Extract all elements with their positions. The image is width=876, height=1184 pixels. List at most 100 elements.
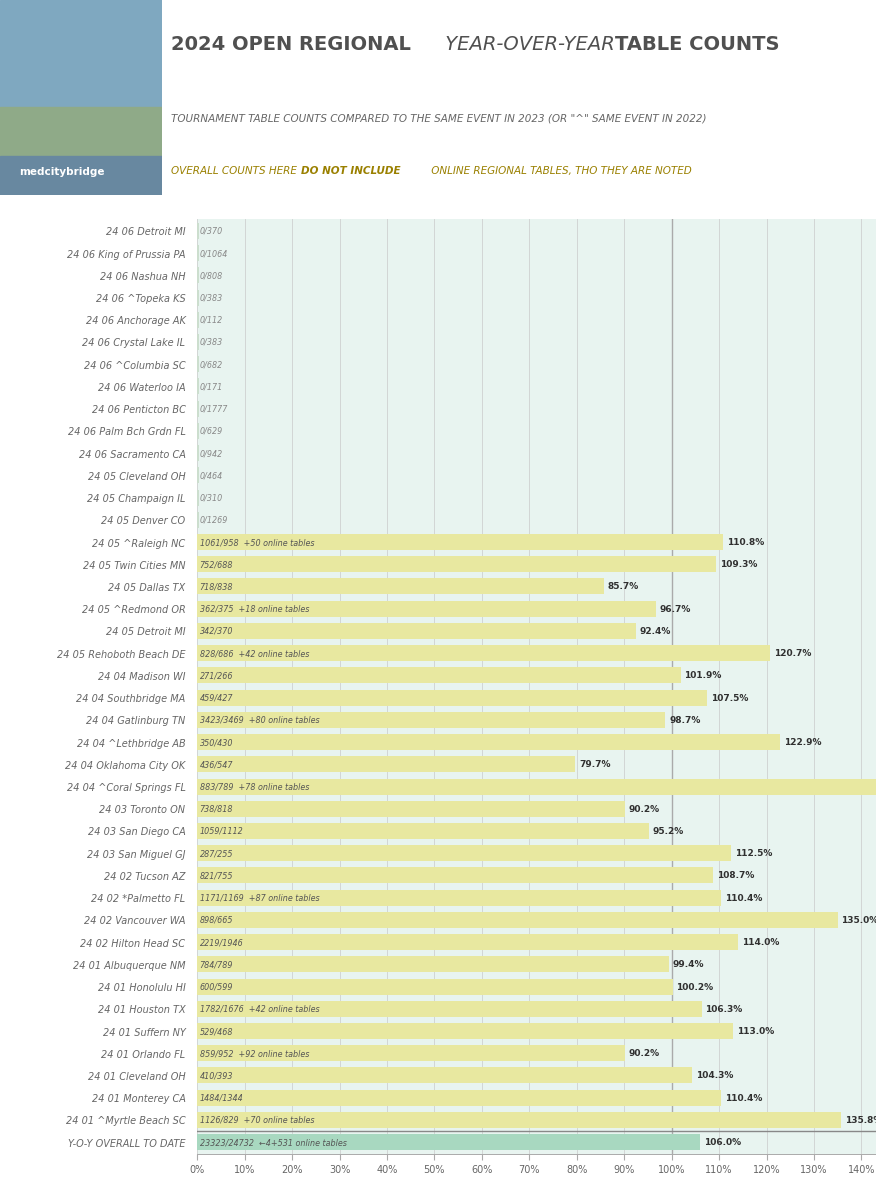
Bar <box>197 979 672 995</box>
Bar <box>197 1023 733 1040</box>
Text: 112.5%: 112.5% <box>734 849 772 858</box>
Text: 1171/1169  +87 online tables: 1171/1169 +87 online tables <box>200 893 319 902</box>
Text: 100.2%: 100.2% <box>676 983 713 991</box>
Text: 752/688: 752/688 <box>200 560 233 570</box>
Bar <box>197 1089 721 1106</box>
Bar <box>197 601 655 617</box>
Bar <box>197 1134 700 1150</box>
Text: 3423/3469  +80 online tables: 3423/3469 +80 online tables <box>200 715 319 725</box>
Text: 108.7%: 108.7% <box>717 871 753 880</box>
Bar <box>197 868 712 883</box>
Text: 98.7%: 98.7% <box>669 715 700 725</box>
Text: 718/838: 718/838 <box>200 583 233 591</box>
Text: 110.8%: 110.8% <box>726 538 764 547</box>
Bar <box>197 356 199 373</box>
Text: 436/547: 436/547 <box>200 760 233 768</box>
Bar <box>197 957 668 972</box>
Text: 1126/829  +70 online tables: 1126/829 +70 online tables <box>200 1115 314 1125</box>
Bar <box>197 668 681 683</box>
Bar <box>197 313 199 328</box>
Text: 135.8%: 135.8% <box>844 1115 876 1125</box>
Bar <box>197 556 716 573</box>
Bar <box>197 513 199 528</box>
Text: 92.4%: 92.4% <box>639 626 670 636</box>
Text: 79.7%: 79.7% <box>579 760 611 768</box>
Bar <box>197 379 199 394</box>
Text: 109.3%: 109.3% <box>719 560 757 570</box>
Text: 90.2%: 90.2% <box>629 1049 660 1057</box>
Bar <box>197 401 199 417</box>
Bar <box>197 800 625 817</box>
Text: 1059/1112: 1059/1112 <box>200 826 244 836</box>
Bar <box>197 1112 841 1128</box>
Text: 600/599: 600/599 <box>200 983 233 991</box>
Text: 828/686  +42 online tables: 828/686 +42 online tables <box>200 649 308 658</box>
Bar <box>197 623 635 639</box>
Bar <box>197 490 199 506</box>
Text: 107.5%: 107.5% <box>710 694 748 702</box>
Text: 106.0%: 106.0% <box>703 1138 740 1146</box>
Text: 898/665: 898/665 <box>200 915 233 925</box>
Bar <box>197 823 648 839</box>
Text: 0/112: 0/112 <box>200 316 223 324</box>
Bar <box>197 1000 701 1017</box>
Text: 738/818: 738/818 <box>200 804 233 813</box>
Text: 1782/1676  +42 online tables: 1782/1676 +42 online tables <box>200 1004 319 1014</box>
Text: 135.0%: 135.0% <box>841 915 876 925</box>
Text: 1484/1344: 1484/1344 <box>200 1093 244 1102</box>
Bar <box>197 579 604 594</box>
Text: 459/427: 459/427 <box>200 694 233 702</box>
Text: 1061/958  +50 online tables: 1061/958 +50 online tables <box>200 538 314 547</box>
Text: 0/171: 0/171 <box>200 382 223 391</box>
Text: 85.7%: 85.7% <box>607 583 639 591</box>
Bar <box>197 645 769 662</box>
Text: 2024 OPEN REGIONAL: 2024 OPEN REGIONAL <box>171 36 411 54</box>
Text: 0/1269: 0/1269 <box>200 515 228 525</box>
Text: ONLINE REGIONAL TABLES, THO THEY ARE NOTED: ONLINE REGIONAL TABLES, THO THEY ARE NOT… <box>428 166 692 176</box>
Bar <box>197 224 199 239</box>
Text: 120.7%: 120.7% <box>774 649 810 658</box>
Bar <box>197 845 731 861</box>
Text: OVERALL COUNTS HERE: OVERALL COUNTS HERE <box>171 166 300 176</box>
Text: 0/1777: 0/1777 <box>200 405 228 413</box>
Text: 350/430: 350/430 <box>200 738 233 747</box>
Bar <box>197 934 738 951</box>
Text: 0/1064: 0/1064 <box>200 249 228 258</box>
Bar <box>0 156 162 195</box>
Bar <box>197 912 837 928</box>
Bar <box>197 423 199 439</box>
Bar <box>197 445 199 462</box>
Text: 122.9%: 122.9% <box>784 738 821 747</box>
Text: 0/383: 0/383 <box>200 337 223 347</box>
Text: 0/464: 0/464 <box>200 471 223 481</box>
Text: 101.9%: 101.9% <box>684 671 722 680</box>
Text: 23323/24732  ←4+531 online tables: 23323/24732 ←4+531 online tables <box>200 1138 346 1146</box>
Text: 114.0%: 114.0% <box>741 938 779 947</box>
Bar <box>197 290 199 305</box>
Text: 0/682: 0/682 <box>200 360 223 369</box>
Text: 271/266: 271/266 <box>200 671 233 680</box>
Text: 859/952  +92 online tables: 859/952 +92 online tables <box>200 1049 308 1057</box>
Bar <box>197 245 199 262</box>
Text: TABLE COUNTS: TABLE COUNTS <box>615 36 780 54</box>
Bar <box>197 890 721 906</box>
Bar <box>197 268 199 284</box>
Bar <box>197 779 876 794</box>
Text: 0/808: 0/808 <box>200 271 223 281</box>
Bar <box>197 757 575 772</box>
Text: 99.4%: 99.4% <box>672 960 703 969</box>
Bar <box>197 1068 692 1083</box>
Text: 2219/1946: 2219/1946 <box>200 938 244 947</box>
Bar <box>197 1045 625 1061</box>
Text: 362/375  +18 online tables: 362/375 +18 online tables <box>200 605 308 613</box>
Text: 821/755: 821/755 <box>200 871 233 880</box>
Text: medcitybridge: medcitybridge <box>19 167 104 176</box>
Text: 90.2%: 90.2% <box>629 804 660 813</box>
Bar <box>197 334 199 350</box>
Text: 95.2%: 95.2% <box>653 826 683 836</box>
Bar <box>197 690 707 706</box>
Bar <box>197 712 665 728</box>
Text: 0/310: 0/310 <box>200 494 223 502</box>
Text: 883/789  +78 online tables: 883/789 +78 online tables <box>200 783 308 791</box>
Text: TOURNAMENT TABLE COUNTS COMPARED TO THE SAME EVENT IN 2023 (OR "^" SAME EVENT IN: TOURNAMENT TABLE COUNTS COMPARED TO THE … <box>171 114 706 123</box>
